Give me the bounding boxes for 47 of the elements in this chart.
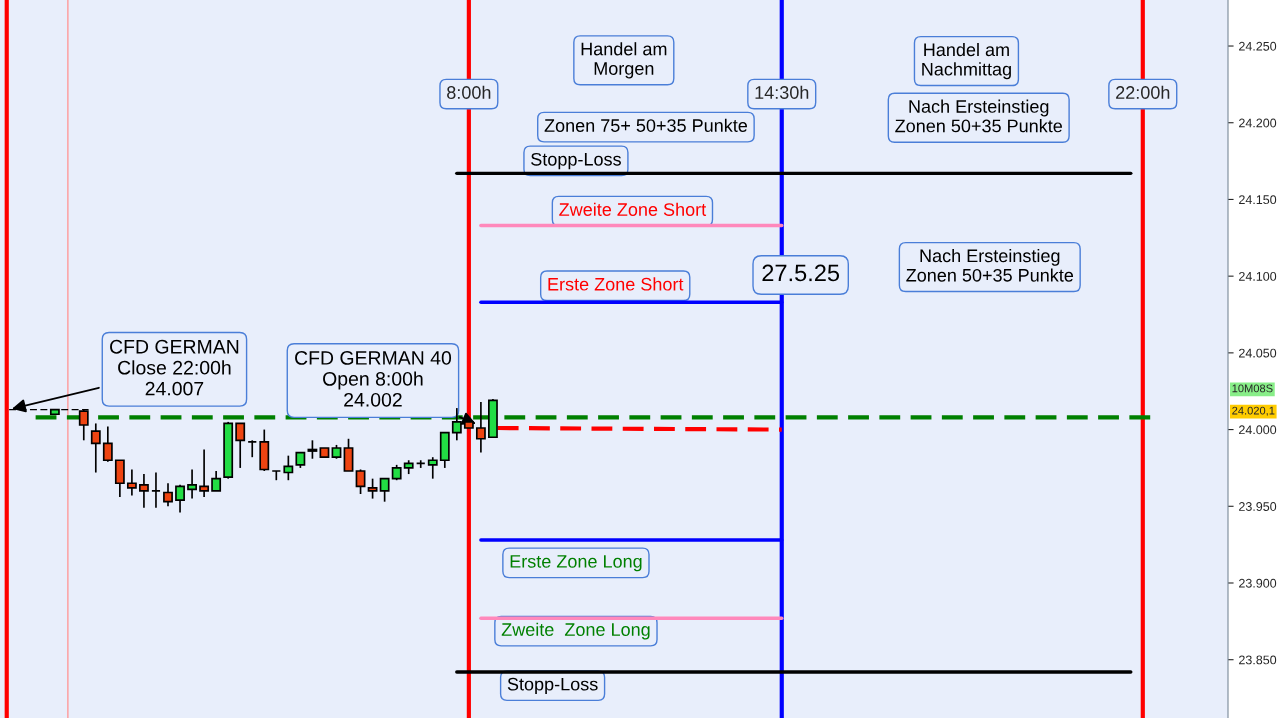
text: 24.020,1 (1232, 406, 1275, 416)
annotation: Zonen 75+ 50+35 Punkte (544, 118, 748, 132)
annotation: Stopp-Loss (531, 152, 621, 170)
ref-line-label: 8:00h (447, 85, 491, 99)
candlestick (235, 422, 246, 469)
y-tick-label: 24.000 (1239, 425, 1277, 435)
candlestick (211, 470, 222, 492)
candlestick (126, 468, 137, 497)
y-tick-label: 23.850 (1239, 655, 1277, 665)
candlestick (114, 459, 125, 498)
candlestick (475, 401, 486, 454)
y-tick-label: 23.950 (1239, 502, 1277, 511)
candlestick (139, 473, 149, 509)
candlestick (187, 468, 197, 500)
y-tick-label: 23.900 (1239, 578, 1277, 588)
candlestick (102, 425, 113, 463)
annotation: 27.5.25 (762, 264, 840, 282)
text: 10M08S (1232, 384, 1273, 393)
ref-line-label: 22:00h (1116, 85, 1170, 99)
y-tick-label: 24.100 (1239, 271, 1277, 281)
annotation: CFD GERMAN 40 Open 8:00h 24.002 (295, 351, 452, 407)
y-tick-label: 24.250 (1239, 41, 1277, 51)
candlestick (427, 456, 438, 480)
annotation: CFD GERMAN Close 22:00h 24.007 (110, 339, 239, 396)
ref-line-label: 14:30h (755, 85, 809, 99)
candlestick (163, 482, 173, 508)
candlestick (283, 454, 294, 482)
annotation: Erste Zone Short (548, 277, 684, 291)
annotation: Zweite Zone Long (501, 622, 650, 640)
candlestick (175, 483, 185, 514)
y-tick-label: 24.150 (1239, 195, 1277, 205)
y-tick-label: 24.200 (1239, 118, 1277, 128)
candlestick (367, 477, 378, 500)
candlestick (307, 439, 318, 460)
candlestick (90, 422, 101, 474)
candlestick (199, 448, 210, 498)
annotation: Handel am Morgen (581, 42, 667, 79)
annotation: Zweite Zone Short (559, 202, 707, 216)
annotation: Stopp-Loss (507, 677, 598, 695)
candlestick (355, 468, 366, 495)
annotation: Handel am Nachmittag (922, 42, 1011, 80)
annotation: Erste Zone Long (510, 555, 642, 572)
candlestick (379, 477, 390, 503)
annotation: Nach Ersteinstieg Zonen 50+35 Punkte (895, 99, 1062, 133)
annotation: Nach Ersteinstieg Zonen 50+35 Punkte (906, 248, 1074, 282)
candlestick (343, 437, 354, 472)
y-tick-label: 24.050 (1239, 348, 1277, 358)
